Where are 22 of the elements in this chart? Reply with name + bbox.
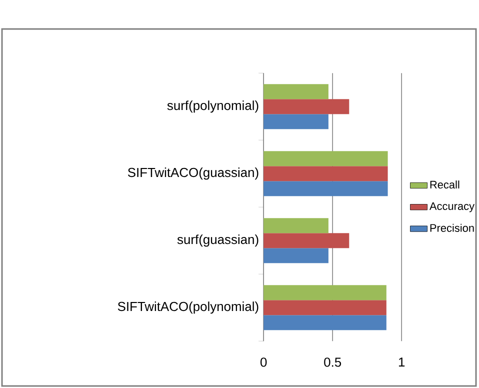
bar — [264, 315, 386, 330]
y-tick-label: surf(guassian) — [177, 234, 258, 247]
y-tick-label: SIFTwitACO(polynomial) — [118, 302, 258, 314]
bar — [264, 248, 328, 264]
bar — [264, 181, 388, 196]
y-tick-label: SIFTwitACO(guassian) — [128, 168, 258, 180]
y-tick-label: surf(polynomial) — [167, 100, 258, 113]
x-tick-label: 0 — [260, 358, 267, 367]
bar — [264, 84, 328, 100]
legend-label: Precision — [430, 224, 474, 232]
x-tick-label: 0.5 — [324, 358, 342, 367]
bar — [264, 166, 388, 182]
bar — [264, 300, 386, 316]
legend-label: Accuracy — [429, 202, 474, 212]
bar — [264, 233, 350, 248]
bar — [264, 99, 350, 114]
bar — [264, 114, 328, 130]
legend-label: Recall — [430, 180, 460, 189]
bar — [264, 285, 386, 300]
bar — [264, 151, 388, 166]
x-tick-label: 1 — [398, 358, 405, 367]
bar — [264, 218, 328, 234]
